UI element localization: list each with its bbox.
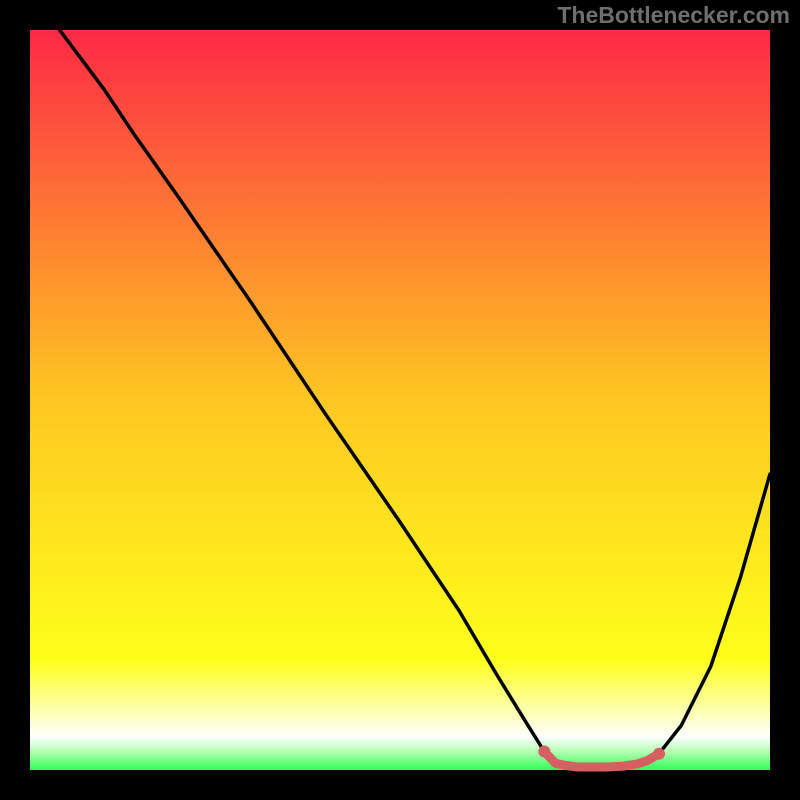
chart-container: TheBottlenecker.com <box>0 0 800 800</box>
watermark-text: TheBottlenecker.com <box>557 2 790 29</box>
plot-background <box>30 30 770 770</box>
bottleneck-chart <box>0 0 800 800</box>
